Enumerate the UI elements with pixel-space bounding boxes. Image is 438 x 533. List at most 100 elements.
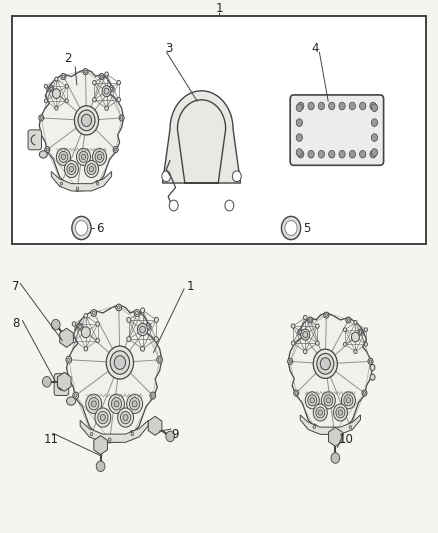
Circle shape xyxy=(114,148,117,151)
Circle shape xyxy=(328,150,335,158)
FancyBboxPatch shape xyxy=(28,130,42,150)
Circle shape xyxy=(109,394,124,414)
Circle shape xyxy=(83,69,88,75)
Polygon shape xyxy=(148,416,162,435)
Text: 8: 8 xyxy=(12,317,20,330)
Circle shape xyxy=(304,316,307,320)
Circle shape xyxy=(59,181,64,187)
Circle shape xyxy=(130,398,140,410)
Circle shape xyxy=(78,324,83,330)
Circle shape xyxy=(74,106,99,135)
Circle shape xyxy=(96,322,99,326)
Text: 1: 1 xyxy=(187,280,194,293)
Circle shape xyxy=(162,171,171,182)
Polygon shape xyxy=(328,427,342,446)
Circle shape xyxy=(49,86,54,92)
Circle shape xyxy=(120,117,123,119)
Circle shape xyxy=(55,106,58,110)
Circle shape xyxy=(169,200,178,211)
Circle shape xyxy=(130,431,135,438)
Text: 7: 7 xyxy=(12,280,20,293)
Circle shape xyxy=(296,104,303,111)
Circle shape xyxy=(282,216,300,240)
Circle shape xyxy=(92,311,95,314)
Circle shape xyxy=(316,407,325,418)
Circle shape xyxy=(72,216,91,240)
Circle shape xyxy=(73,392,78,399)
Circle shape xyxy=(119,115,124,121)
Circle shape xyxy=(324,395,333,406)
Circle shape xyxy=(318,102,325,110)
Circle shape xyxy=(305,392,319,409)
Circle shape xyxy=(289,360,291,363)
Circle shape xyxy=(67,358,70,361)
Circle shape xyxy=(39,115,44,121)
Circle shape xyxy=(154,337,159,342)
Circle shape xyxy=(113,147,118,152)
Circle shape xyxy=(117,80,120,85)
Text: 6: 6 xyxy=(96,222,103,235)
Circle shape xyxy=(295,392,297,394)
Circle shape xyxy=(75,185,80,191)
Circle shape xyxy=(104,88,109,94)
Circle shape xyxy=(72,322,76,326)
Circle shape xyxy=(370,102,376,110)
Circle shape xyxy=(61,154,66,159)
Circle shape xyxy=(349,426,352,429)
Circle shape xyxy=(316,341,319,345)
Circle shape xyxy=(118,408,134,427)
Circle shape xyxy=(336,407,345,418)
Circle shape xyxy=(364,342,367,346)
Circle shape xyxy=(363,392,366,394)
Circle shape xyxy=(371,119,378,126)
Circle shape xyxy=(303,332,308,337)
Circle shape xyxy=(97,154,102,159)
Circle shape xyxy=(370,150,376,158)
Circle shape xyxy=(338,410,343,415)
Circle shape xyxy=(132,401,137,407)
Circle shape xyxy=(145,324,151,330)
Circle shape xyxy=(40,117,42,119)
FancyBboxPatch shape xyxy=(54,374,69,395)
Circle shape xyxy=(111,398,122,410)
Circle shape xyxy=(84,70,87,73)
Circle shape xyxy=(316,324,319,328)
Circle shape xyxy=(95,151,104,163)
Polygon shape xyxy=(300,415,360,434)
Polygon shape xyxy=(80,421,148,442)
Circle shape xyxy=(324,312,329,318)
Circle shape xyxy=(141,308,145,313)
Circle shape xyxy=(369,360,372,363)
Circle shape xyxy=(325,313,328,317)
Circle shape xyxy=(81,327,90,338)
Circle shape xyxy=(360,102,366,110)
Circle shape xyxy=(358,329,363,335)
Circle shape xyxy=(50,87,53,90)
Circle shape xyxy=(313,349,337,378)
Circle shape xyxy=(102,86,111,96)
Circle shape xyxy=(347,319,350,321)
Circle shape xyxy=(44,84,48,88)
Text: 4: 4 xyxy=(311,42,319,54)
Circle shape xyxy=(92,80,96,85)
Circle shape xyxy=(157,357,162,363)
Circle shape xyxy=(154,318,159,322)
Circle shape xyxy=(135,311,138,314)
Circle shape xyxy=(64,160,78,177)
Circle shape xyxy=(158,358,161,361)
Circle shape xyxy=(317,353,334,374)
Circle shape xyxy=(312,424,317,430)
Circle shape xyxy=(344,395,353,406)
Circle shape xyxy=(166,431,175,442)
Circle shape xyxy=(78,110,95,131)
Circle shape xyxy=(346,398,351,403)
Circle shape xyxy=(339,102,345,110)
Circle shape xyxy=(296,119,303,126)
Circle shape xyxy=(95,408,111,427)
Circle shape xyxy=(371,149,378,156)
Circle shape xyxy=(298,329,303,335)
Circle shape xyxy=(114,401,119,407)
Circle shape xyxy=(150,392,155,399)
Circle shape xyxy=(100,415,106,421)
Circle shape xyxy=(105,106,108,110)
